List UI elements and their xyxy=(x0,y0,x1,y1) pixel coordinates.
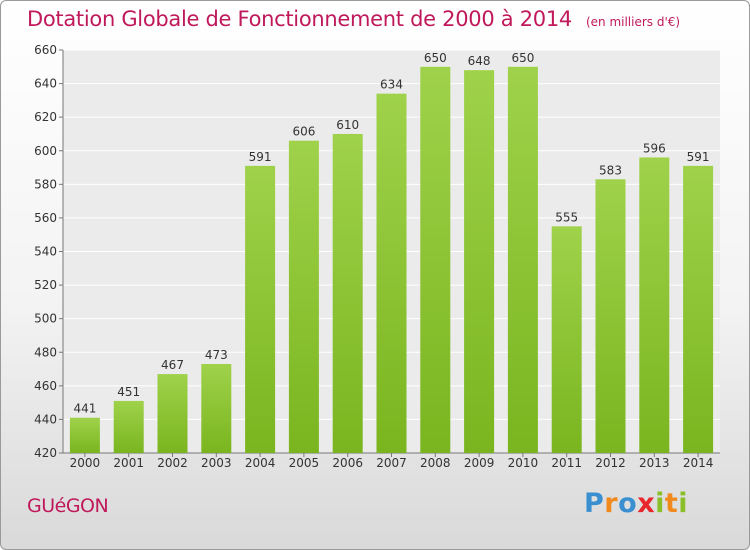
bar xyxy=(201,364,232,453)
bar-value-label: 441 xyxy=(73,402,96,416)
bar xyxy=(288,140,319,454)
y-tick-label: 560 xyxy=(34,211,57,225)
bar xyxy=(683,165,714,454)
proxiti-logo: Proxiti xyxy=(584,488,688,519)
bar xyxy=(332,133,363,454)
y-tick-label: 500 xyxy=(34,312,57,326)
bar xyxy=(639,157,670,453)
bar-value-label: 591 xyxy=(249,150,272,164)
bar xyxy=(551,226,582,453)
y-tick-label: 600 xyxy=(34,144,57,158)
bar xyxy=(507,66,538,454)
y-tick-label: 620 xyxy=(34,110,57,124)
bar-value-label: 467 xyxy=(161,358,184,372)
x-tick-label: 2012 xyxy=(595,456,626,470)
bar xyxy=(69,417,100,453)
x-tick-label: 2008 xyxy=(420,456,451,470)
bar xyxy=(245,165,276,454)
bar-value-label: 473 xyxy=(205,348,228,362)
commune-name: GUéGON xyxy=(27,495,109,517)
x-tick-label: 2007 xyxy=(376,456,407,470)
x-tick-label: 2009 xyxy=(464,456,495,470)
y-tick-label: 540 xyxy=(34,245,57,259)
x-tick-label: 2004 xyxy=(245,456,276,470)
x-tick-label: 2000 xyxy=(70,456,101,470)
y-tick-label: 460 xyxy=(34,379,57,393)
logo-letter: i xyxy=(678,488,689,519)
bar xyxy=(157,374,188,453)
logo-letter: o xyxy=(618,488,638,519)
y-tick-label: 480 xyxy=(34,345,57,359)
chart-title: Dotation Globale de Fonctionnement de 20… xyxy=(27,7,572,31)
y-tick-label: 660 xyxy=(34,43,57,57)
bar-value-label: 650 xyxy=(424,51,447,65)
y-tick-label: 580 xyxy=(34,177,57,191)
y-tick-label: 520 xyxy=(34,278,57,292)
bar xyxy=(113,400,144,453)
logo-letter: r xyxy=(604,488,619,519)
bar-value-label: 606 xyxy=(292,125,315,139)
x-tick-label: 2003 xyxy=(201,456,232,470)
bar-value-label: 650 xyxy=(511,51,534,65)
logo-letter: x xyxy=(637,488,656,519)
bar-value-label: 555 xyxy=(555,210,578,224)
y-tick-label: 440 xyxy=(34,412,57,426)
x-tick-label: 2002 xyxy=(157,456,188,470)
bar-value-label: 583 xyxy=(599,163,622,177)
bar xyxy=(464,70,495,454)
x-tick-label: 2014 xyxy=(683,456,714,470)
y-tick-label: 640 xyxy=(34,77,57,91)
bar xyxy=(376,93,407,454)
bar-value-label: 596 xyxy=(643,141,666,155)
x-tick-label: 2005 xyxy=(289,456,320,470)
x-tick-label: 2010 xyxy=(508,456,539,470)
x-tick-label: 2013 xyxy=(639,456,670,470)
chart-unit: (en milliers d'€) xyxy=(585,15,681,29)
chart-title-block: Dotation Globale de Fonctionnement de 20… xyxy=(27,7,680,31)
bar xyxy=(595,179,626,453)
bar-value-label: 591 xyxy=(687,150,710,164)
bar-value-label: 451 xyxy=(117,385,140,399)
bar xyxy=(420,66,451,454)
bar-value-label: 610 xyxy=(336,118,359,132)
logo-letter: t xyxy=(664,488,679,519)
x-tick-label: 2001 xyxy=(113,456,144,470)
logo-letter: P xyxy=(584,488,605,519)
x-tick-label: 2006 xyxy=(332,456,363,470)
bar-value-label: 648 xyxy=(468,54,491,68)
x-tick-label: 2011 xyxy=(551,456,582,470)
bar-value-label: 634 xyxy=(380,78,403,92)
y-tick-label: 420 xyxy=(34,446,57,460)
logo-letter: i xyxy=(655,488,665,519)
